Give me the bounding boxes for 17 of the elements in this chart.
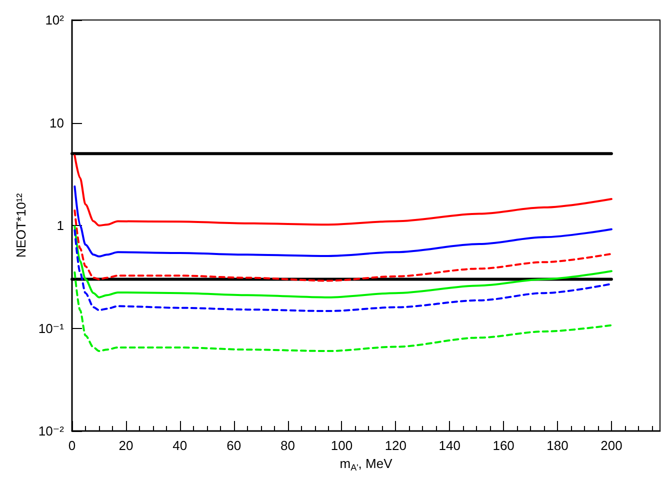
y-tick-label: 10⁻¹ xyxy=(38,320,65,336)
x-tick-label: 120 xyxy=(384,438,407,453)
x-tick-label: 80 xyxy=(280,438,296,453)
x-tick-label: 180 xyxy=(546,438,568,453)
y-tick-label: 10² xyxy=(45,12,65,28)
y-tick-label: 10⁻² xyxy=(38,424,65,438)
x-tick-label: 100 xyxy=(330,438,353,453)
x-tick-label: 160 xyxy=(492,438,514,453)
y-tick-label: 10 xyxy=(50,115,64,130)
y-axis-title: NEOT*10¹² xyxy=(13,192,28,258)
x-tick-label: 0 xyxy=(68,438,76,453)
x-tick-label: 20 xyxy=(118,438,134,453)
x-tick-label: 60 xyxy=(226,438,242,453)
y-tick-label: 1 xyxy=(56,218,64,233)
x-tick-label: 40 xyxy=(172,438,188,453)
x-tick-label: 200 xyxy=(600,438,622,453)
x-tick-label: 140 xyxy=(438,438,460,453)
